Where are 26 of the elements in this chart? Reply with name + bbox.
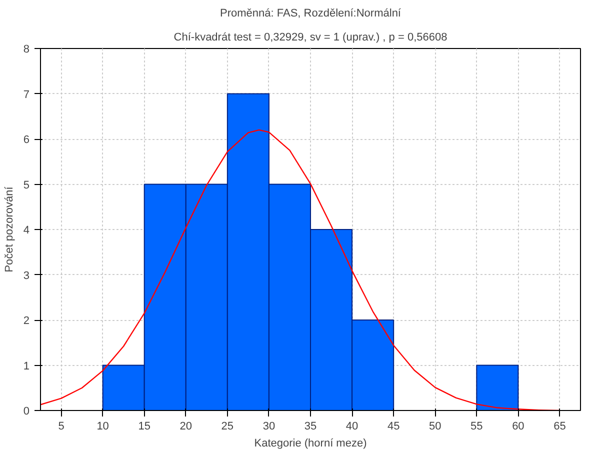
y-tick-label: 6 <box>23 134 30 146</box>
chart-title: Proměnná: FAS, Rozdělení:Normální <box>220 8 402 20</box>
chart-subtitle: Chí-kvadrát test = 0,32929, sv = 1 (uprav.) , p = 0,56608 <box>174 32 448 44</box>
x-tick-label: 25 <box>221 420 234 432</box>
x-tick-label: 35 <box>304 420 317 432</box>
x-tick-label: 20 <box>180 420 192 432</box>
x-tick-label: 45 <box>387 420 400 432</box>
x-tick-label: 55 <box>470 420 483 432</box>
x-tick-label: 40 <box>346 420 358 432</box>
y-tick-label: 1 <box>23 360 30 372</box>
y-tick-label: 7 <box>23 88 30 101</box>
y-tick-label: 8 <box>23 44 30 56</box>
x-tick-label: 5 <box>58 420 64 432</box>
x-axis-title: Kategorie (horní meze) <box>254 438 367 450</box>
y-tick-label: 0 <box>23 406 30 418</box>
x-tick-label: 10 <box>96 420 109 432</box>
x-tick-label: 30 <box>262 420 276 432</box>
y-axis-title: Počet pozorování <box>3 186 16 272</box>
x-tick-label: 60 <box>512 420 524 432</box>
x-tick-label: 15 <box>138 420 150 432</box>
y-tick-label: 2 <box>23 315 30 327</box>
x-tick-label: 65 <box>554 420 566 432</box>
x-tick-label: 50 <box>429 420 442 432</box>
y-tick-label: 4 <box>23 224 30 236</box>
y-tick-label: 3 <box>23 270 30 282</box>
y-tick-label: 5 <box>23 179 30 192</box>
